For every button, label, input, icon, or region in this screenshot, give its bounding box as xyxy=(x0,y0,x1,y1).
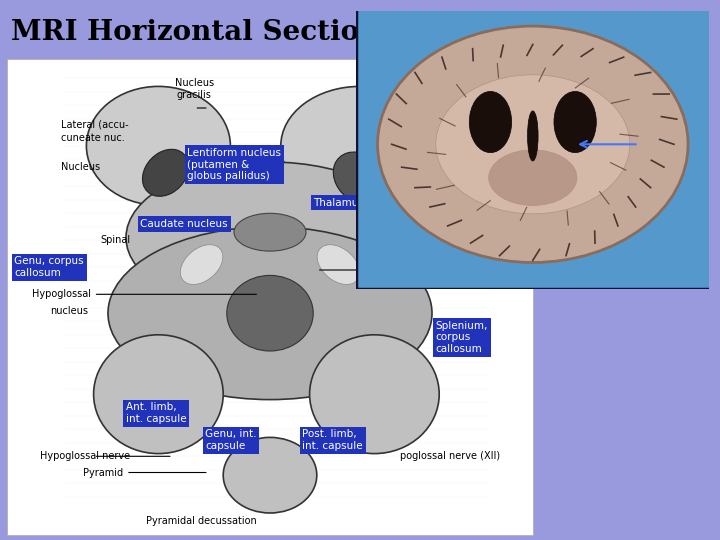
Ellipse shape xyxy=(554,91,596,153)
Ellipse shape xyxy=(108,227,432,400)
Ellipse shape xyxy=(310,335,439,454)
Text: Pyramid: Pyramid xyxy=(83,468,123,477)
Text: Internal arcuate: Internal arcuate xyxy=(450,257,528,267)
Text: Nucleus: Nucleus xyxy=(61,163,100,172)
Text: Splenium,
corpus
callosum: Splenium, corpus callosum xyxy=(436,321,488,354)
Text: Hypoglossal: Hypoglossal xyxy=(32,289,91,299)
Text: Genu, int.
capsule: Genu, int. capsule xyxy=(205,429,257,451)
Ellipse shape xyxy=(181,245,222,285)
Ellipse shape xyxy=(333,152,387,204)
Text: Pyramidal decussation: Pyramidal decussation xyxy=(146,516,257,526)
Text: Hypoglossal nerve: Hypoglossal nerve xyxy=(40,451,130,461)
Text: Ant. limb,
int. capsule: Ant. limb, int. capsule xyxy=(126,402,186,424)
Ellipse shape xyxy=(281,86,439,205)
Ellipse shape xyxy=(528,111,538,161)
Text: Nucleus
gracilis: Nucleus gracilis xyxy=(175,78,214,100)
Text: Post. limb,
int. capsule: Post. limb, int. capsule xyxy=(302,429,363,451)
Ellipse shape xyxy=(143,149,189,197)
Text: Caudate nucleus: Caudate nucleus xyxy=(140,219,228,229)
Ellipse shape xyxy=(489,150,577,205)
FancyBboxPatch shape xyxy=(356,0,720,289)
Ellipse shape xyxy=(436,75,630,214)
Ellipse shape xyxy=(234,213,306,251)
Ellipse shape xyxy=(223,437,317,513)
Text: fibers: fibers xyxy=(475,271,503,280)
Text: cuneate nuc.: cuneate nuc. xyxy=(61,133,125,143)
Text: Lentiform nucleus
(putamen &
globus pallidus): Lentiform nucleus (putamen & globus pall… xyxy=(187,148,282,181)
Ellipse shape xyxy=(377,26,688,262)
Text: poglossal nerve (XII): poglossal nerve (XII) xyxy=(400,451,500,461)
Ellipse shape xyxy=(126,162,414,313)
Ellipse shape xyxy=(469,91,512,153)
Ellipse shape xyxy=(86,86,230,205)
Ellipse shape xyxy=(94,335,223,454)
Text: Spinal: Spinal xyxy=(101,235,131,245)
Ellipse shape xyxy=(227,275,313,351)
Text: Genu, corpus
callosum: Genu, corpus callosum xyxy=(14,256,84,278)
Ellipse shape xyxy=(318,245,359,285)
Text: Lateral (accu-: Lateral (accu- xyxy=(61,119,129,129)
Text: nucleus: nucleus xyxy=(50,306,89,315)
FancyBboxPatch shape xyxy=(7,59,533,535)
Text: MRI Horizontal Section: MRI Horizontal Section xyxy=(11,19,379,46)
Text: Thalamus: Thalamus xyxy=(313,198,364,207)
